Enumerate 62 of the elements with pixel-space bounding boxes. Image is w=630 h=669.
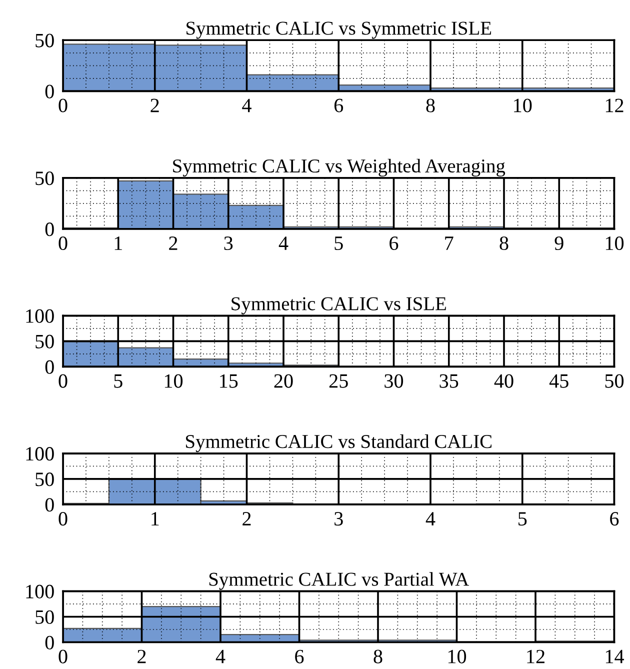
x-tick-label: 12	[606, 98, 624, 112]
y-tick-label: 0	[45, 636, 54, 650]
x-tick-label: 5	[518, 512, 527, 526]
x-tick-label: 1	[152, 512, 159, 526]
x-tick-label: 2	[242, 512, 251, 526]
x-tick-label: 9	[554, 236, 564, 250]
x-tick-label: 2	[138, 650, 146, 664]
x-tick-label: 10	[606, 236, 624, 250]
x-tick-label: 1	[114, 236, 122, 250]
x-tick-label: 45	[549, 374, 568, 388]
chart-title: Symmetric CALIC vs Symmetric ISLE	[186, 22, 492, 39]
x-tick-label: 10	[514, 98, 532, 112]
chart-title: Symmetric CALIC vs ISLE	[232, 297, 446, 314]
x-tick-label: 4	[242, 98, 252, 112]
x-tick-label: 8	[500, 236, 508, 250]
y-tick-label: 100	[26, 309, 54, 323]
chart-title: Symmetric CALIC vs Standard CALIC	[186, 434, 492, 452]
x-tick-label: 10	[448, 650, 466, 664]
x-tick-label: 10	[164, 374, 183, 388]
x-tick-label: 25	[329, 374, 348, 388]
x-tick-label: 14	[606, 650, 624, 664]
x-tick-label: 0	[58, 512, 68, 526]
x-tick-label: 0	[58, 236, 68, 250]
chart-title: Symmetric CALIC vs Weighted Averaging	[173, 158, 506, 177]
x-tick-label: 5	[334, 236, 343, 250]
x-tick-label: 40	[494, 374, 514, 388]
y-tick-label: 0	[45, 360, 54, 374]
y-tick-label: 50	[36, 34, 54, 48]
x-tick-label: 20	[274, 374, 293, 388]
x-tick-label: 35	[440, 374, 458, 388]
x-tick-label: 5	[114, 374, 122, 388]
y-tick-label: 50	[36, 334, 54, 348]
x-tick-label: 30	[384, 374, 404, 388]
x-tick-label: 8	[426, 98, 435, 112]
y-tick-label: 0	[45, 222, 54, 236]
chart-title: Symmetric CALIC vs Partial WA	[209, 572, 470, 590]
x-tick-label: 4	[426, 512, 436, 526]
x-tick-label: 6	[610, 512, 619, 526]
x-tick-label: 50	[605, 374, 624, 388]
x-tick-label: 7	[445, 236, 454, 250]
x-tick-label: 6	[295, 650, 304, 664]
x-tick-label: 0	[58, 650, 68, 664]
y-tick-label: 100	[26, 584, 54, 598]
x-tick-label: 15	[220, 374, 238, 388]
x-tick-label: 0	[58, 374, 68, 388]
x-tick-label: 0	[58, 98, 68, 112]
y-tick-label: 50	[36, 172, 54, 186]
x-tick-label: 3	[224, 236, 233, 250]
y-tick-label: 50	[36, 610, 54, 624]
x-tick-label: 6	[334, 98, 344, 112]
x-tick-label: 12	[527, 650, 544, 664]
y-tick-label: 0	[45, 84, 54, 98]
y-tick-label: 100	[26, 447, 54, 461]
y-tick-label: 0	[45, 498, 54, 512]
x-tick-label: 2	[150, 98, 159, 112]
x-tick-label: 4	[216, 650, 226, 664]
x-tick-label: 8	[374, 650, 382, 664]
x-tick-label: 3	[334, 512, 343, 526]
x-tick-label: 4	[278, 236, 288, 250]
x-tick-label: 2	[169, 236, 178, 250]
y-tick-label: 50	[36, 472, 54, 486]
x-tick-label: 6	[390, 236, 398, 250]
